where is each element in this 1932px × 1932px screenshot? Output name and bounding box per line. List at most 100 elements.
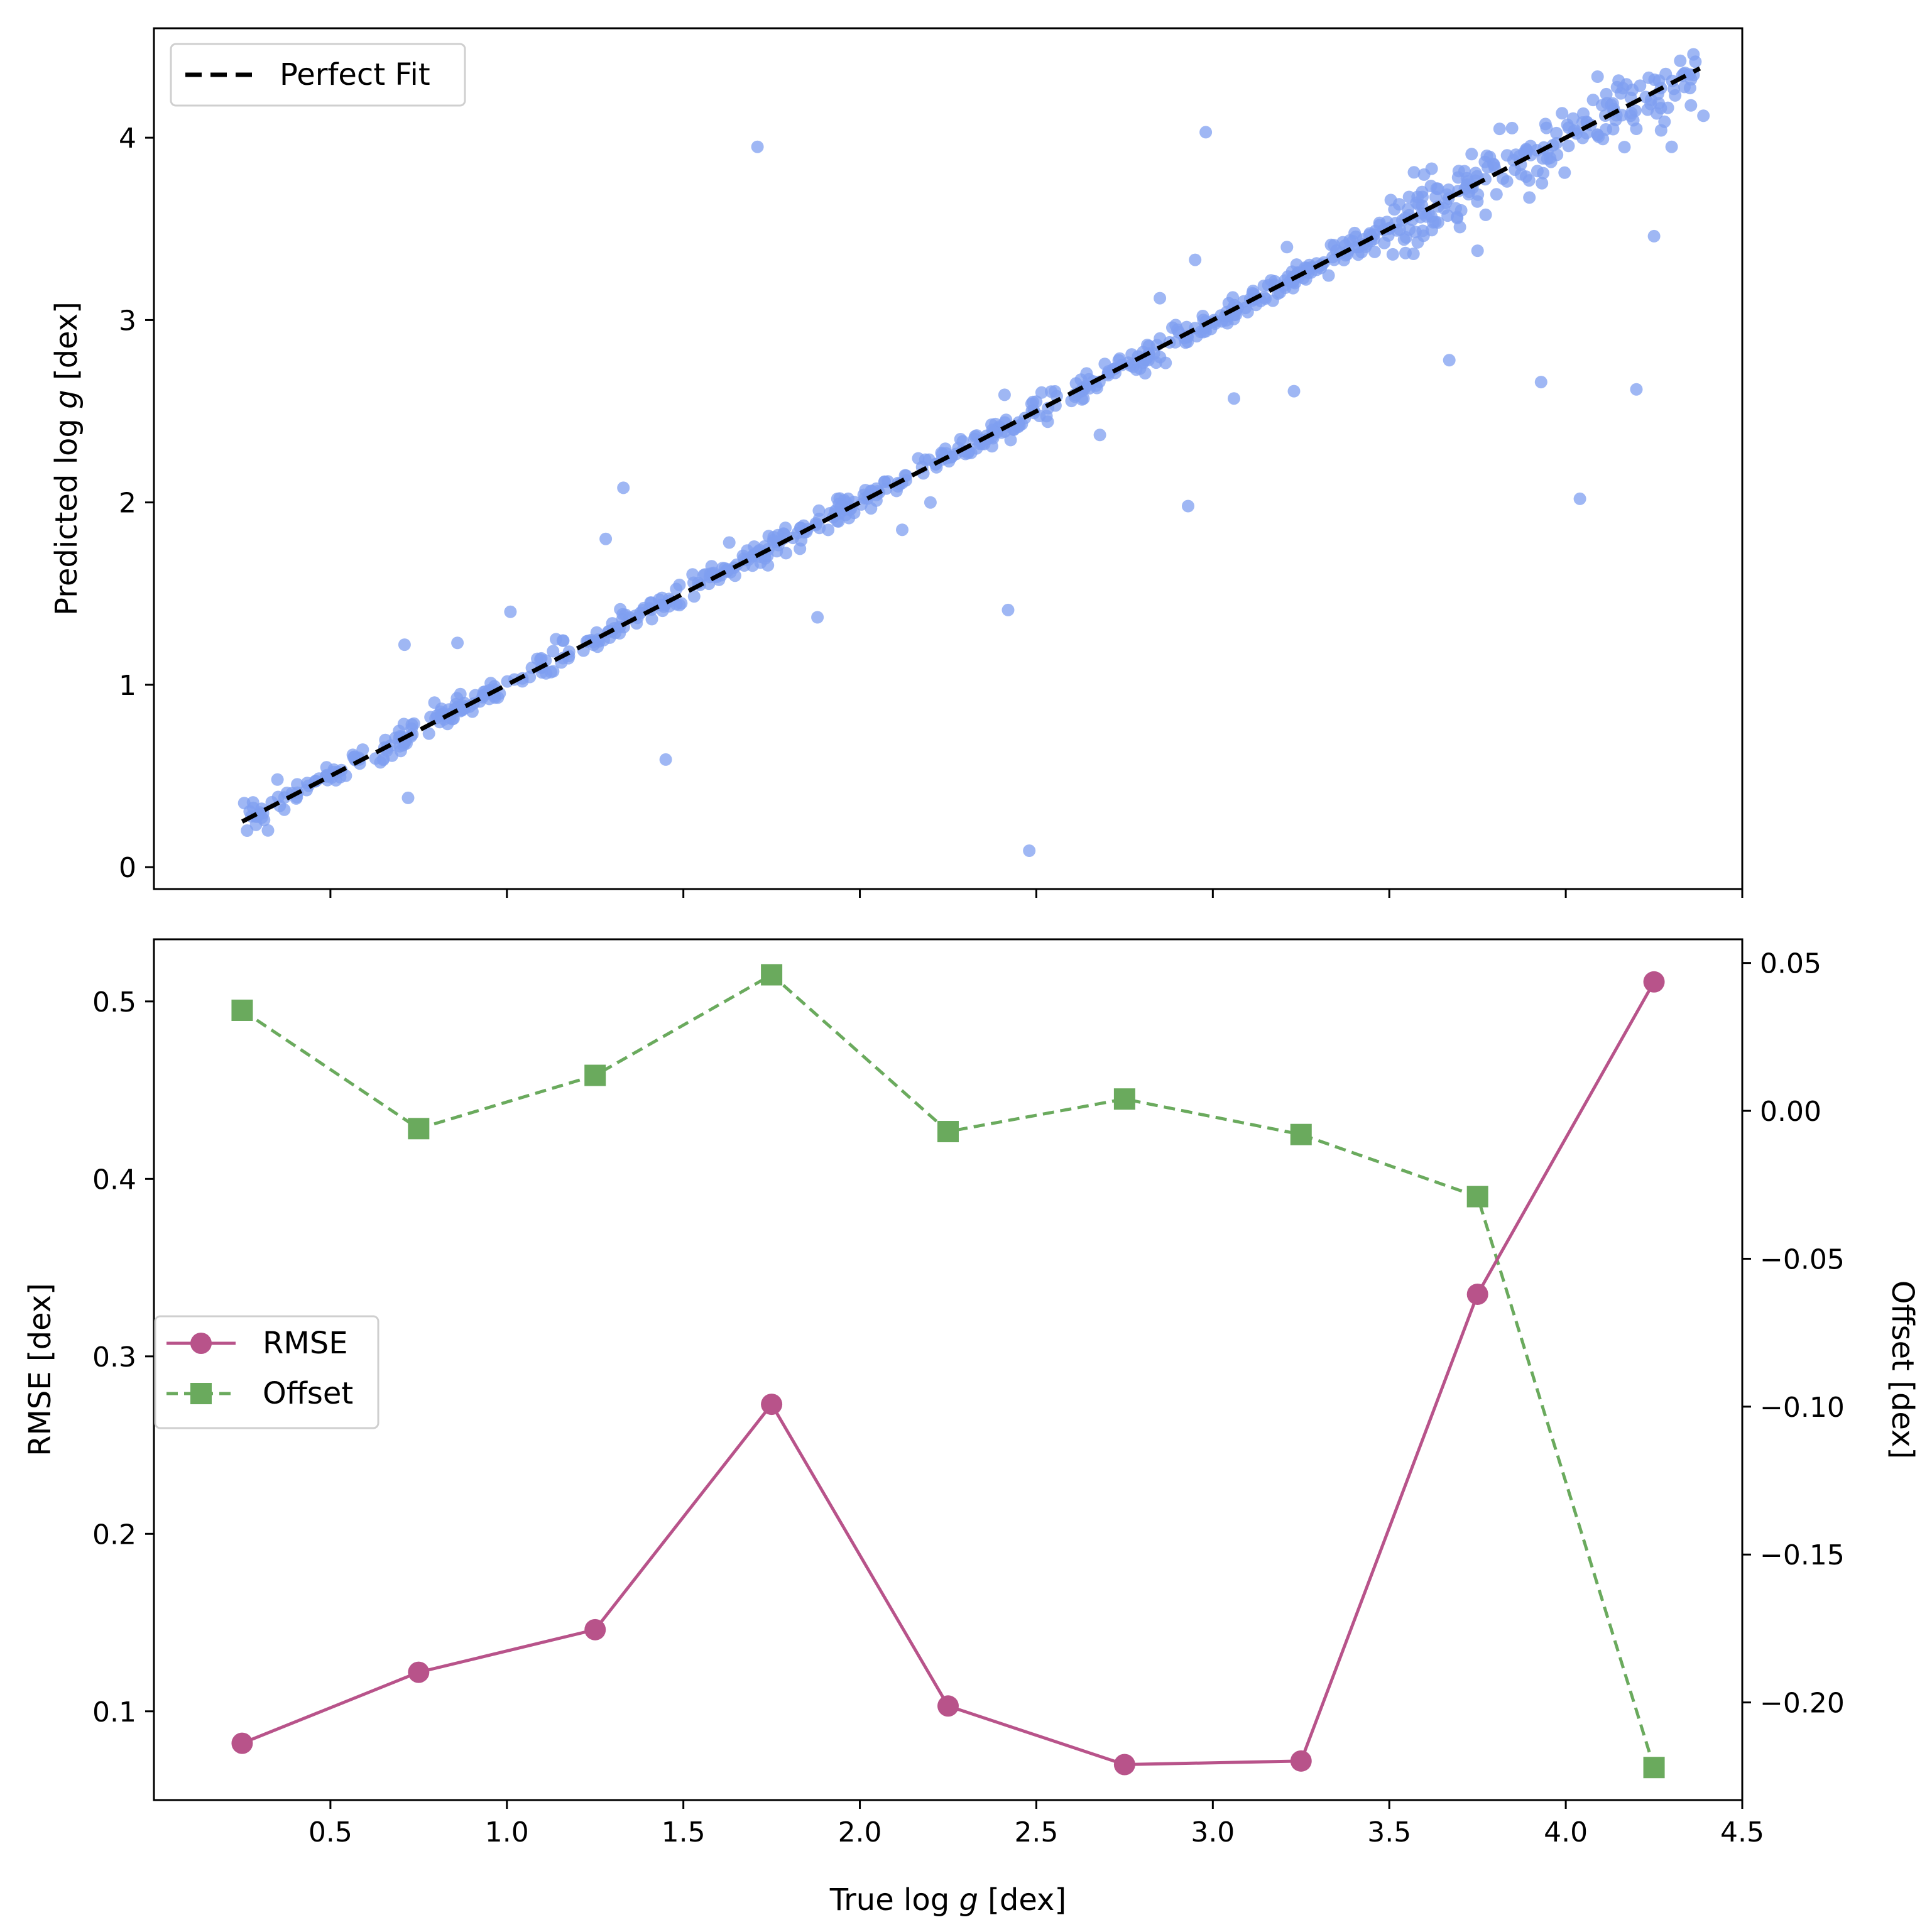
offset-marker xyxy=(584,1064,606,1086)
scatter-point xyxy=(1562,139,1575,153)
scatter-point xyxy=(1442,183,1455,196)
offset-marker xyxy=(1466,1186,1488,1208)
scatter-point xyxy=(1400,231,1413,244)
metrics-x-ticks: 0.5 1.0 1.5 2.0 2.5 3.0 3.5 4.0 4.5 xyxy=(308,1800,1764,1848)
scatter-point xyxy=(397,718,410,731)
metrics-x-tick-label: 2.0 xyxy=(838,1816,882,1848)
offset-y-tick-label: −0.05 xyxy=(1760,1243,1845,1275)
scatter-point xyxy=(1416,224,1429,237)
scatter-point xyxy=(1630,383,1643,396)
rmse-y-tick-label: 0.4 xyxy=(92,1164,136,1196)
scatter-point xyxy=(1035,386,1048,399)
scatter-point xyxy=(761,559,775,572)
metrics-legend: RMSE Offset xyxy=(154,1315,379,1429)
scatter-point xyxy=(1221,317,1234,330)
scatter-point xyxy=(1600,97,1613,110)
scatter-point xyxy=(1416,190,1429,204)
scatter-point xyxy=(1429,216,1442,229)
offset-y-tick-label: −0.15 xyxy=(1760,1539,1845,1571)
scatter-point xyxy=(261,824,275,837)
scatter-y-tick-label: 4 xyxy=(119,123,136,155)
legend-rmse-label: RMSE xyxy=(263,1326,348,1361)
metrics-x-tick-label: 1.0 xyxy=(485,1816,529,1848)
scatter-point xyxy=(1465,148,1478,161)
rmse-y-axis-label: RMSE [dex] xyxy=(23,1283,58,1456)
scatter-point xyxy=(241,824,254,837)
rmse-marker xyxy=(408,1661,430,1683)
scatter-point xyxy=(1386,248,1399,261)
scatter-point xyxy=(1642,71,1656,84)
scatter-point xyxy=(1154,292,1167,305)
scatter-point xyxy=(767,531,780,543)
scatter-point xyxy=(1550,126,1563,139)
scatter-point xyxy=(1368,245,1381,258)
metrics-x-tick-label: 4.5 xyxy=(1720,1816,1764,1848)
scatter-point xyxy=(398,638,411,652)
scatter-point xyxy=(1629,104,1642,117)
scatter-point xyxy=(1573,492,1586,505)
scatter-point xyxy=(1697,109,1710,123)
x-axis-label: True log g [dex] xyxy=(829,1882,1066,1918)
scatter-point xyxy=(1077,392,1090,405)
scatter-point xyxy=(1522,174,1536,187)
scatter-point xyxy=(1069,377,1083,390)
scatter-point xyxy=(746,550,759,563)
metrics-x-tick-label: 3.5 xyxy=(1367,1816,1411,1848)
scatter-point xyxy=(1509,148,1522,161)
scatter-point xyxy=(930,461,943,474)
scatter-point xyxy=(271,773,284,786)
scatter-y-tick-label: 0 xyxy=(119,852,136,884)
scatter-point xyxy=(896,523,909,537)
scatter-point xyxy=(1460,179,1473,192)
scatter-point xyxy=(1040,410,1053,423)
scatter-point xyxy=(320,770,334,783)
offset-marker xyxy=(408,1118,430,1140)
rmse-marker xyxy=(1466,1283,1488,1305)
offset-marker xyxy=(1113,1088,1135,1110)
legend-offset-swatch xyxy=(166,1383,236,1404)
scatter-point xyxy=(1556,107,1569,120)
scatter-point xyxy=(1169,319,1182,332)
rmse-marker xyxy=(1290,1750,1312,1772)
legend-offset-label: Offset xyxy=(263,1376,353,1411)
scatter-point xyxy=(1280,241,1294,254)
rmse-marker xyxy=(761,1394,783,1416)
scatter-point xyxy=(619,608,632,621)
rmse-marker xyxy=(584,1618,606,1640)
scatter-point xyxy=(547,645,560,658)
metrics-x-tick-label: 0.5 xyxy=(308,1816,352,1848)
metrics-x-tick-label: 1.5 xyxy=(662,1816,706,1848)
scatter-point xyxy=(1520,143,1533,156)
scatter-point xyxy=(1674,54,1687,67)
scatter-point xyxy=(1620,78,1633,91)
scatter-point xyxy=(1049,385,1062,398)
scatter-point xyxy=(1443,354,1456,367)
scatter-point xyxy=(1592,130,1605,143)
scatter-point xyxy=(1586,94,1600,107)
rmse-marker xyxy=(937,1695,959,1717)
scatter-point xyxy=(1199,126,1213,139)
scatter-y-ticks: 0 1 2 3 4 xyxy=(119,123,154,884)
scatter-point xyxy=(1500,175,1514,188)
scatter-point xyxy=(1609,113,1622,126)
scatter-point xyxy=(617,481,630,494)
scatter-point xyxy=(1411,236,1424,249)
scatter-point xyxy=(1169,336,1182,349)
scatter-point xyxy=(1407,166,1421,179)
metrics-panel: 0.5 1.0 1.5 2.0 2.5 3.0 3.5 4.0 4.5 0.1 0.2 0.3 0.4… xyxy=(23,938,1920,1918)
metrics-x-tick-label: 2.5 xyxy=(1014,1816,1058,1848)
scatter-y-tick-label: 3 xyxy=(119,305,136,337)
rmse-y-tick-label: 0.3 xyxy=(92,1341,136,1373)
scatter-legend: Perfect Fit xyxy=(170,43,466,107)
metrics-plot-frame xyxy=(153,938,1744,1801)
scatter-point xyxy=(812,504,826,517)
scatter-point xyxy=(599,532,613,545)
scatter-point xyxy=(422,727,435,740)
offset-y-ticks: 0.05 0.00 −0.05 −0.10 −0.15 −0.20 xyxy=(1742,948,1845,1720)
scatter-point xyxy=(1303,258,1316,271)
scatter-point xyxy=(1287,385,1301,398)
scatter-point xyxy=(1683,82,1696,95)
offset-marker xyxy=(1643,1757,1665,1779)
metrics-x-tick-label: 4.0 xyxy=(1544,1816,1588,1848)
